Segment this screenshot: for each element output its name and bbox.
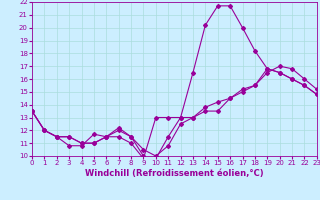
X-axis label: Windchill (Refroidissement éolien,°C): Windchill (Refroidissement éolien,°C): [85, 169, 264, 178]
